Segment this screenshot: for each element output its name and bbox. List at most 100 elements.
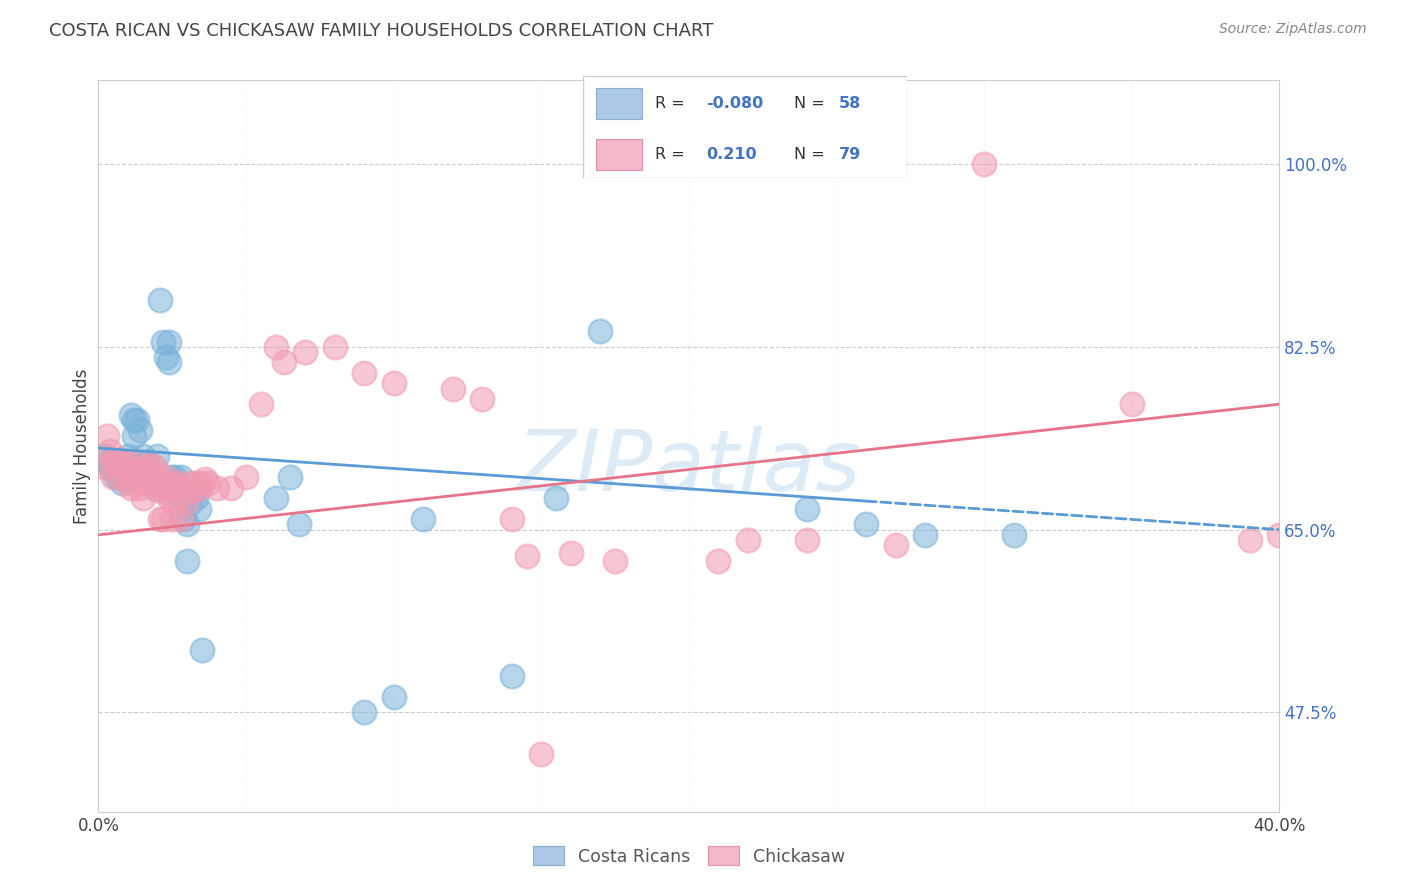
- Text: -0.080: -0.080: [706, 96, 763, 111]
- FancyBboxPatch shape: [583, 76, 907, 178]
- Point: [117, 464, 139, 478]
- Text: 0.210: 0.210: [706, 147, 756, 162]
- Point: [149, 293, 172, 307]
- Point: [120, 408, 142, 422]
- Point: [157, 334, 180, 349]
- Point: [96, 455, 118, 469]
- Point: [111, 475, 134, 490]
- Point: [125, 465, 148, 479]
- Legend: Costa Ricans, Chickasaw: Costa Ricans, Chickasaw: [526, 839, 852, 872]
- Point: [165, 481, 187, 495]
- Point: [120, 470, 142, 484]
- Point: [128, 481, 150, 495]
- Text: 58: 58: [839, 96, 862, 111]
- Point: [167, 475, 190, 490]
- Point: [143, 470, 166, 484]
- Point: [141, 470, 163, 484]
- Point: [605, 554, 627, 568]
- Point: [173, 486, 195, 500]
- Text: N =: N =: [793, 147, 830, 162]
- Point: [93, 450, 115, 464]
- Point: [250, 397, 273, 411]
- Point: [96, 428, 118, 442]
- Point: [132, 450, 155, 464]
- Point: [382, 376, 405, 391]
- Point: [165, 470, 187, 484]
- Point: [181, 483, 204, 497]
- Point: [155, 350, 177, 364]
- Point: [146, 470, 169, 484]
- Point: [152, 481, 174, 495]
- Point: [173, 512, 195, 526]
- FancyBboxPatch shape: [596, 139, 641, 170]
- Point: [184, 475, 207, 490]
- Point: [382, 690, 405, 704]
- Point: [132, 475, 155, 490]
- Point: [162, 475, 183, 490]
- Point: [162, 486, 183, 500]
- Point: [197, 475, 219, 490]
- Point: [1002, 528, 1025, 542]
- Point: [152, 512, 174, 526]
- Point: [155, 486, 177, 500]
- Text: Source: ZipAtlas.com: Source: ZipAtlas.com: [1219, 22, 1367, 37]
- Point: [530, 747, 553, 762]
- Text: ZIPatlas: ZIPatlas: [517, 426, 860, 509]
- Point: [157, 491, 180, 506]
- Point: [471, 392, 494, 406]
- Point: [143, 459, 166, 474]
- Point: [176, 517, 198, 532]
- Point: [135, 459, 157, 474]
- Point: [122, 472, 145, 486]
- Point: [194, 472, 217, 486]
- Point: [294, 345, 316, 359]
- Point: [149, 512, 172, 526]
- Point: [273, 355, 295, 369]
- Text: R =: R =: [655, 96, 689, 111]
- Point: [323, 340, 346, 354]
- Point: [796, 533, 818, 547]
- Point: [353, 706, 375, 720]
- Point: [138, 470, 160, 484]
- Point: [181, 486, 204, 500]
- Point: [170, 512, 193, 526]
- Point: [152, 334, 174, 349]
- Point: [546, 491, 568, 506]
- Point: [125, 413, 148, 427]
- Point: [221, 481, 243, 495]
- Point: [132, 491, 155, 506]
- Point: [135, 455, 157, 469]
- Point: [1268, 528, 1291, 542]
- Point: [264, 491, 287, 506]
- Point: [93, 459, 115, 474]
- Point: [103, 455, 125, 469]
- Point: [143, 481, 166, 495]
- Point: [128, 470, 150, 484]
- Point: [501, 512, 523, 526]
- Point: [187, 501, 209, 516]
- Point: [162, 470, 183, 484]
- Point: [117, 475, 139, 490]
- Point: [412, 512, 434, 526]
- Point: [105, 470, 128, 484]
- Point: [179, 475, 201, 490]
- Point: [855, 517, 877, 532]
- Point: [122, 428, 145, 442]
- Point: [111, 459, 134, 474]
- Point: [973, 157, 995, 171]
- Point: [143, 475, 166, 490]
- Point: [501, 669, 523, 683]
- Point: [98, 444, 121, 458]
- Point: [914, 528, 936, 542]
- Point: [114, 455, 136, 469]
- Point: [179, 496, 201, 510]
- Point: [280, 470, 302, 484]
- Point: [884, 538, 907, 552]
- Point: [165, 496, 187, 510]
- Text: R =: R =: [655, 147, 689, 162]
- Point: [170, 481, 193, 495]
- Point: [737, 533, 759, 547]
- Point: [141, 458, 163, 472]
- Point: [205, 481, 228, 495]
- Point: [125, 455, 148, 469]
